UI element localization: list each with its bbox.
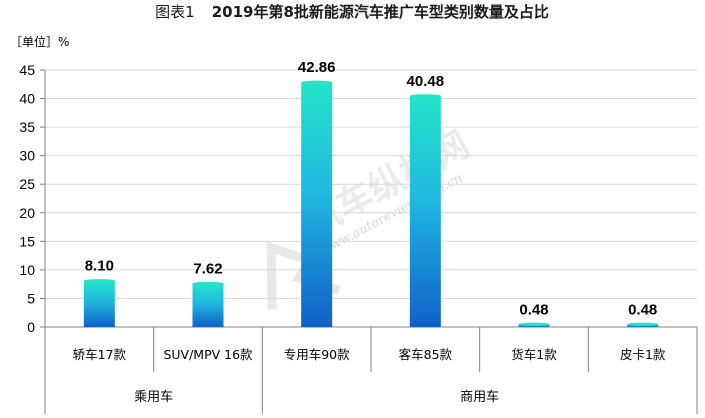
y-tick-label: 15 xyxy=(19,233,35,249)
bar-cap xyxy=(301,80,333,84)
bar-value-label: 42.86 xyxy=(298,59,336,76)
bar-value-label: 0.48 xyxy=(628,301,657,318)
x-tick-label: 客车85款 xyxy=(399,347,453,362)
y-tick-label: 0 xyxy=(27,319,35,335)
x-tick-label: SUV/MPV 16款 xyxy=(163,347,253,362)
y-tick-label: 45 xyxy=(19,62,35,78)
chart-title-prefix: 图表1 xyxy=(155,3,195,21)
bar-value-label: 40.48 xyxy=(407,73,445,90)
labels: 0 5 10 15 20 25 30 35 40 45 8.10 轿车17款 7.62 SUV/MPV 1… xyxy=(19,59,665,405)
group-label: 乘用车 xyxy=(134,389,173,405)
bar-cap xyxy=(409,94,441,98)
bar xyxy=(192,283,224,327)
bar-value-label: 0.48 xyxy=(519,301,548,318)
bar-cap xyxy=(83,279,115,283)
axes xyxy=(40,69,698,414)
y-tick-label: 5 xyxy=(27,290,35,306)
bar-cap xyxy=(627,322,659,326)
chart-title: 图表1 2019年第8批新能源汽车推广车型类别数量及占比 xyxy=(155,2,549,21)
y-tick-label: 10 xyxy=(19,262,35,278)
bar-cap xyxy=(518,322,550,326)
watermark: 汽车纵横网 www.autoreview.com.cn xyxy=(266,124,476,310)
chart-title-main: 2019年第8批新能源汽车推广车型类别数量及占比 xyxy=(212,3,549,21)
bar-value-label: 8.10 xyxy=(85,258,114,275)
y-tick-label: 20 xyxy=(19,205,35,221)
bar xyxy=(83,280,115,327)
y-tick-label: 35 xyxy=(19,119,35,135)
y-tick-label: 30 xyxy=(19,148,35,164)
x-tick-label: 货车1款 xyxy=(511,347,557,362)
x-tick-label: 专用车90款 xyxy=(284,347,350,362)
bar xyxy=(409,95,441,327)
bars xyxy=(83,80,659,328)
x-tick-label: 轿车17款 xyxy=(73,347,127,362)
bar-cap xyxy=(192,281,224,286)
x-tick-label: 皮卡1款 xyxy=(620,347,666,362)
gridlines xyxy=(45,69,697,299)
bar xyxy=(301,82,333,328)
group-label: 商用车 xyxy=(460,389,499,405)
y-tick-label: 40 xyxy=(19,91,35,107)
y-tick-label: 25 xyxy=(19,176,35,192)
bar-value-label: 7.62 xyxy=(193,260,222,277)
unit-label: ［单位］% xyxy=(10,34,69,49)
